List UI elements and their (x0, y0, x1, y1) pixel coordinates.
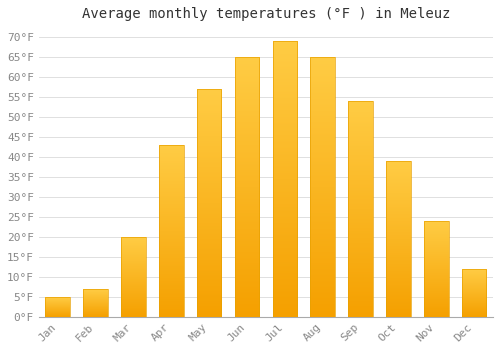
Bar (310, 57, 335, 317)
Bar (46, 297, 70, 317)
Title: Average monthly temperatures (°F ) in Meleuz: Average monthly temperatures (°F ) in Me… (82, 7, 450, 21)
Bar (234, 57, 260, 317)
Bar (197, 89, 222, 317)
Bar (386, 161, 410, 317)
Bar (424, 221, 448, 317)
Bar (84, 289, 108, 317)
Bar (121, 237, 146, 317)
Bar (462, 269, 486, 317)
Bar (348, 101, 373, 317)
Bar (159, 145, 184, 317)
Bar (272, 41, 297, 317)
